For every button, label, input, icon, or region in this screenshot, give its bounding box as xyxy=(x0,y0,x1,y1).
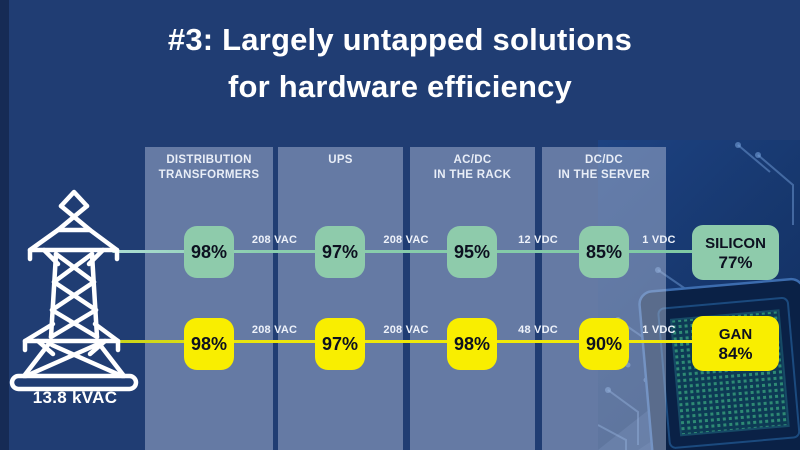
transmission-tower-icon xyxy=(9,189,139,392)
silicon-stage-box-acdc: 95% xyxy=(447,226,497,278)
silicon-voltage-label-2: 208 VAC xyxy=(383,234,429,246)
silicon-chain-line xyxy=(112,250,698,253)
silicon-stage-box-transformer: 98% xyxy=(184,226,234,278)
column-band-distribution-transformers xyxy=(145,147,273,450)
column-band-ups xyxy=(278,147,403,450)
slide-title-line-2: for hardware efficiency xyxy=(228,69,572,104)
silicon-result-value: 77% xyxy=(718,252,753,272)
column-header-line: TRANSFORMERS xyxy=(158,169,260,181)
column-band-acdc-rack xyxy=(410,147,535,450)
gan-stage-box-dcdc: 90% xyxy=(579,318,629,370)
column-header-line: DC/DC xyxy=(585,154,623,166)
silicon-voltage-label-4: 1 VDC xyxy=(642,234,676,246)
gan-result-value: 84% xyxy=(718,343,753,363)
column-header-ups: UPS xyxy=(278,153,403,168)
gan-voltage-label-4: 1 VDC xyxy=(642,324,676,336)
silicon-result-name: SILICON xyxy=(705,234,766,252)
column-header-line: AC/DC xyxy=(453,154,492,166)
slide-title-line-1: #3: Largely untapped solutions xyxy=(167,22,633,57)
column-header-line: IN THE RACK xyxy=(433,169,512,181)
silicon-stage-box-ups: 97% xyxy=(315,226,365,278)
column-header-distribution-transformers: DISTRIBUTION TRANSFORMERS xyxy=(145,153,273,183)
gan-chain-line xyxy=(116,340,698,343)
column-header-line: DISTRIBUTION xyxy=(166,154,252,166)
source-voltage-label: 13.8 kVAC xyxy=(32,388,118,407)
column-header-acdc-rack: AC/DC IN THE RACK xyxy=(410,153,535,183)
column-header-dcdc-server: DC/DC IN THE SERVER xyxy=(542,153,666,183)
gan-voltage-label-1: 208 VAC xyxy=(251,324,298,336)
gan-result-box: GAN 84% xyxy=(692,316,779,371)
silicon-stage-box-dcdc: 85% xyxy=(579,226,629,278)
gan-voltage-label-3: 48 VDC xyxy=(518,324,558,336)
gan-stage-box-ups: 97% xyxy=(315,318,365,370)
column-header-line: IN THE SERVER xyxy=(558,169,650,181)
left-edge-shade xyxy=(0,0,9,450)
silicon-result-box: SILICON 77% xyxy=(692,225,779,280)
silicon-voltage-label-1: 208 VAC xyxy=(251,234,298,246)
silicon-voltage-label-3: 12 VDC xyxy=(518,234,558,246)
column-header-line: UPS xyxy=(328,154,353,166)
gan-stage-box-acdc: 98% xyxy=(447,318,497,370)
column-band-dcdc-server xyxy=(542,147,666,450)
gan-stage-box-transformer: 98% xyxy=(184,318,234,370)
gan-result-name: GAN xyxy=(718,325,753,343)
slide-title: #3: Largely untapped solutions for hardw… xyxy=(0,16,800,110)
gan-voltage-label-2: 208 VAC xyxy=(383,324,429,336)
